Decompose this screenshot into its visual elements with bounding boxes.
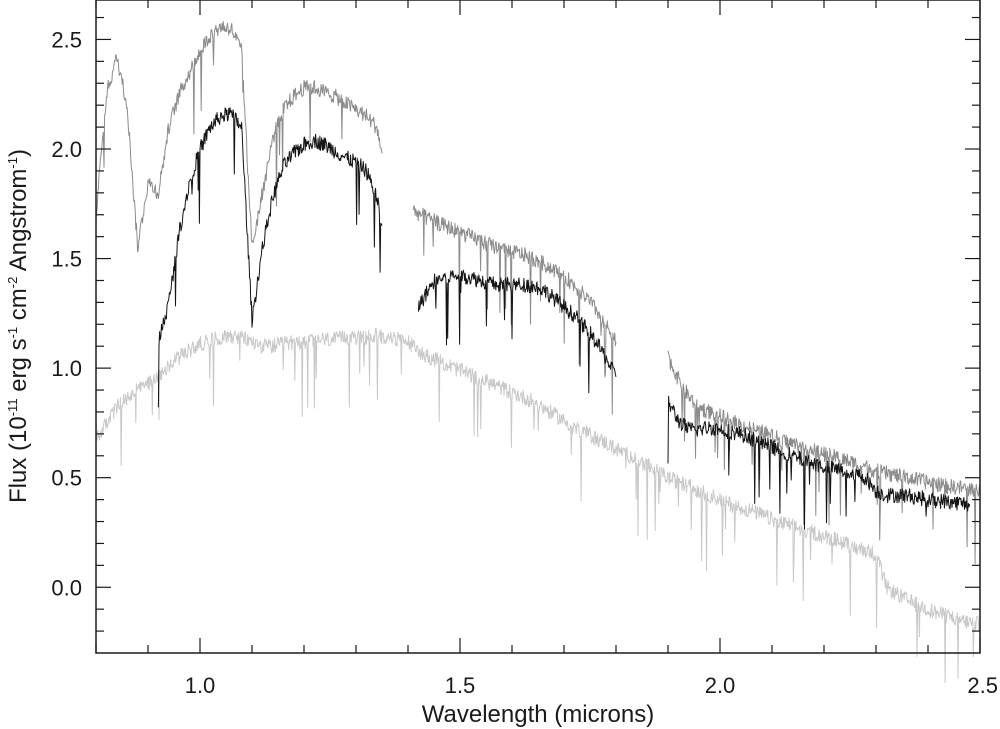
- y-tick-label: 0.0: [51, 575, 82, 600]
- y-axis-title-sup: -1: [5, 327, 20, 339]
- x-tick-label: 2.5: [967, 673, 998, 698]
- series-2: [157, 107, 971, 530]
- x-tick-label: 1.5: [445, 673, 476, 698]
- series-2-segment-2: [667, 395, 971, 530]
- series-1-segment-0: [95, 21, 383, 253]
- y-tick-label: 2.5: [51, 27, 82, 52]
- y-axis-title-sup: -1: [5, 157, 20, 169]
- y-axis-title-part: Flux (10: [5, 416, 32, 503]
- series-0: [95, 327, 981, 684]
- x-tick-labels: 1.0 1.5 2.0 2.5: [185, 673, 998, 698]
- x-tick-label: 1.0: [185, 673, 216, 698]
- series-2-segment-1: [417, 269, 617, 394]
- plot-frame: [95, 0, 981, 654]
- y-axis-title-part: cm: [5, 288, 32, 327]
- series-1: [95, 21, 981, 565]
- x-axis-title: Wavelength (microns): [422, 701, 655, 728]
- y-axis-title-sup: -2: [5, 277, 20, 289]
- y-tick-label: 1.0: [51, 356, 82, 381]
- series-0-segment-0: [95, 327, 981, 684]
- y-axis-title-part: ): [5, 149, 32, 157]
- series-layer: [95, 21, 981, 684]
- x-tick-label: 2.0: [705, 673, 736, 698]
- y-tick-label: 0.5: [51, 466, 82, 491]
- series-1-segment-1: [412, 205, 617, 415]
- y-tick-label: 1.5: [51, 247, 82, 272]
- tick-layer: [95, 0, 981, 653]
- y-axis-title-part: erg s: [5, 338, 32, 398]
- y-axis-title: Flux (10-11 erg s-1 cm-2 Angstrom-1): [5, 149, 32, 503]
- y-axis-title-part: Angstrom: [5, 169, 32, 277]
- series-2-segment-0: [157, 107, 383, 408]
- y-tick-labels: 0.0 0.5 1.0 1.5 2.0 2.5: [51, 27, 82, 600]
- series-1-segment-2: [667, 350, 981, 565]
- y-axis-title-sup: -11: [5, 398, 20, 416]
- y-tick-label: 2.0: [51, 137, 82, 162]
